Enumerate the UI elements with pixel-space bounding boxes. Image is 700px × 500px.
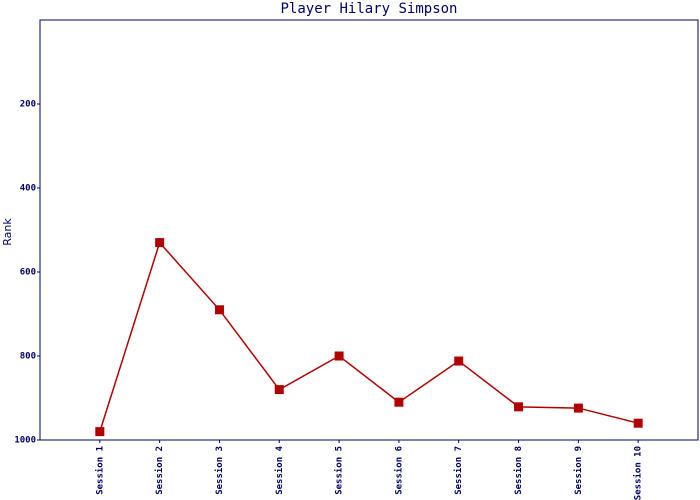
point-marker bbox=[95, 427, 105, 437]
point-marker bbox=[514, 402, 524, 412]
x-tick-label: Session 4 bbox=[274, 445, 285, 494]
point-marker bbox=[573, 403, 583, 413]
x-tick-label: Session 1 bbox=[94, 446, 105, 495]
chart-title: Player Hilary Simpson bbox=[280, 1, 457, 17]
y-tick-label: 800 bbox=[20, 352, 36, 362]
x-tick-label: Session 8 bbox=[513, 446, 524, 495]
x-tick-label: Session 3 bbox=[214, 446, 225, 495]
point-marker bbox=[454, 356, 464, 366]
x-tick-label: Session 10 bbox=[633, 446, 644, 500]
y-tick-label: 400 bbox=[20, 184, 36, 194]
point-marker bbox=[334, 351, 344, 361]
x-tick-label: Session 9 bbox=[573, 446, 584, 495]
x-tick-label: Session 7 bbox=[453, 446, 464, 495]
series-line bbox=[99, 241, 639, 432]
point-marker bbox=[633, 418, 643, 428]
point-marker bbox=[155, 238, 165, 248]
x-tick-label: Session 5 bbox=[334, 446, 345, 495]
x-tick-label: Session 2 bbox=[154, 446, 165, 495]
y-tick-label: 200 bbox=[20, 100, 36, 110]
point-marker bbox=[274, 385, 284, 395]
point-marker bbox=[214, 305, 224, 315]
y-tick-label: 600 bbox=[20, 268, 36, 278]
x-tick-label: Session 6 bbox=[393, 446, 404, 495]
plot-area bbox=[39, 19, 699, 441]
y-axis-label: Rank bbox=[1, 218, 14, 246]
y-tick-label: 1000 bbox=[14, 436, 36, 446]
point-marker bbox=[394, 397, 404, 407]
